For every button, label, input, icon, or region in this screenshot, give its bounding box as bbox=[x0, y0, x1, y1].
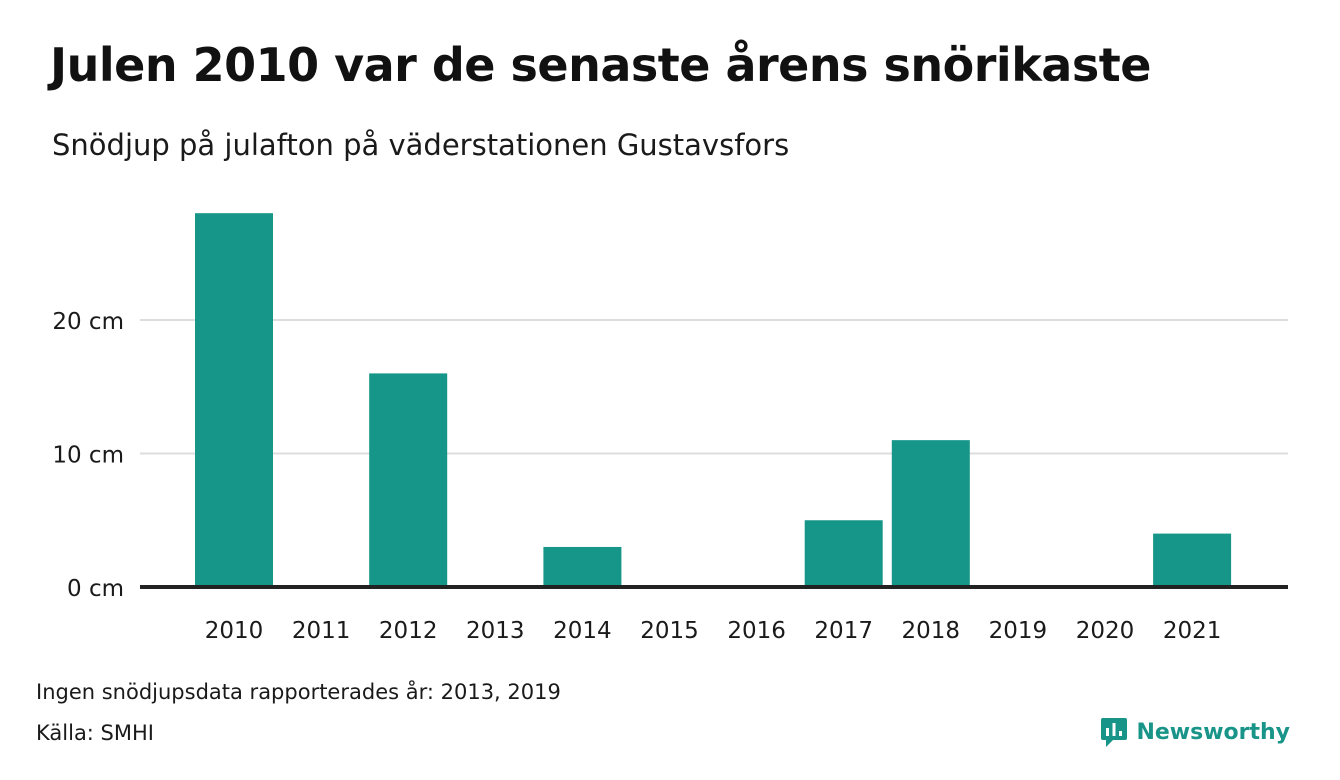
newsworthy-logo-icon bbox=[1101, 718, 1128, 747]
x-tick-label: 2014 bbox=[553, 618, 612, 644]
bar-2017 bbox=[804, 520, 883, 587]
source-label: Källa: SMHI bbox=[36, 721, 154, 745]
bar-2012 bbox=[369, 373, 448, 587]
chart-title: Julen 2010 var de senaste årens snörikas… bbox=[50, 38, 1151, 92]
y-tick-label: 20 cm bbox=[52, 309, 124, 335]
x-tick-label: 2021 bbox=[1163, 618, 1222, 644]
chart-subtitle: Snödjup på julafton på väderstationen Gu… bbox=[52, 128, 790, 162]
x-tick-label: 2016 bbox=[727, 618, 786, 644]
x-tick-label: 2015 bbox=[640, 618, 699, 644]
x-tick-label: 2012 bbox=[379, 618, 438, 644]
bar-2014 bbox=[543, 546, 622, 587]
x-tick-label: 2019 bbox=[989, 618, 1048, 644]
bar-2021 bbox=[1153, 533, 1232, 587]
newsworthy-brand[interactable]: Newsworthy bbox=[1100, 716, 1290, 748]
x-tick-label: 2011 bbox=[292, 618, 351, 644]
x-tick-label: 2018 bbox=[902, 618, 961, 644]
brand-name: Newsworthy bbox=[1136, 719, 1290, 745]
bar-2018 bbox=[891, 440, 970, 587]
y-tick-label: 10 cm bbox=[52, 443, 124, 469]
missing-data-note: Ingen snödjupsdata rapporterades år: 201… bbox=[36, 680, 561, 704]
y-tick-label: 0 cm bbox=[67, 576, 124, 602]
x-tick-label: 2017 bbox=[814, 618, 873, 644]
x-tick-label: 2013 bbox=[466, 618, 525, 644]
bar-2010 bbox=[195, 213, 273, 587]
x-tick-label: 2020 bbox=[1076, 618, 1135, 644]
x-tick-label: 2010 bbox=[205, 618, 264, 644]
